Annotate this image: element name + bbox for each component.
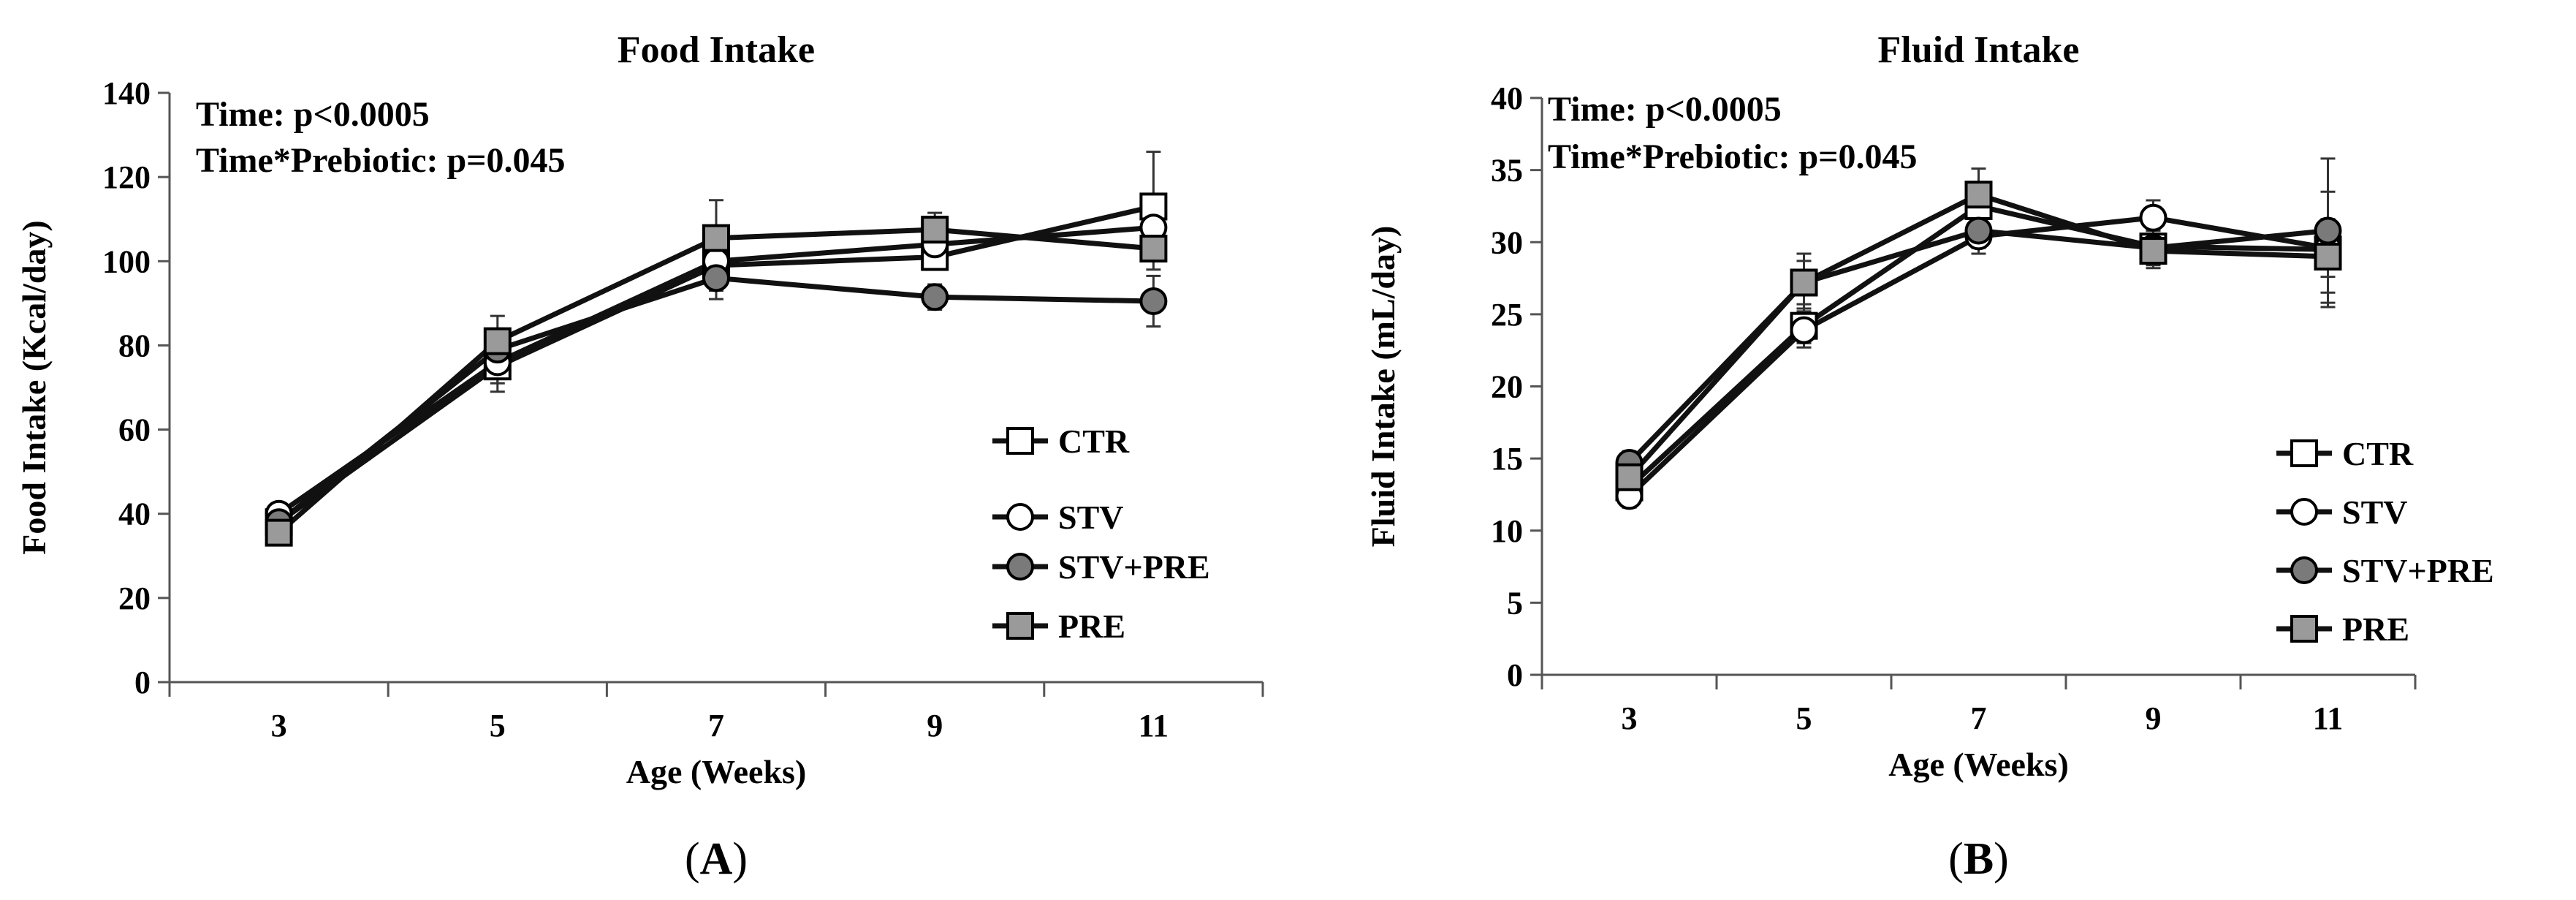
data-point — [921, 283, 949, 311]
y-tick-label: 120 — [102, 159, 151, 195]
x-axis-label: Age (Weeks) — [1888, 746, 2069, 783]
series-line — [277, 275, 1154, 524]
legend-marker — [1006, 553, 1034, 581]
stat-annotation: Time: p<0.0005 — [196, 95, 430, 134]
legend-marker — [1006, 427, 1034, 455]
series-stv-plus-pre — [271, 256, 1161, 532]
y-tick-label: 0 — [1507, 657, 1523, 693]
markers-pre — [1615, 181, 2342, 491]
y-tick-label: 140 — [102, 75, 151, 111]
y-tick-label: 30 — [1491, 224, 1523, 260]
markers-stv-plus-pre — [1615, 216, 2342, 477]
y-tick-label: 35 — [1491, 153, 1523, 189]
legend-label: CTR — [1058, 423, 1130, 460]
data-point — [921, 216, 949, 244]
x-tick-label: 11 — [2313, 700, 2344, 736]
y-tick-label: 40 — [118, 496, 151, 532]
y-axis-label: Food Intake (Kcal/day) — [15, 220, 53, 554]
legend-marker — [1006, 612, 1034, 640]
legend-label: CTR — [2342, 435, 2414, 472]
y-tick-label: 20 — [118, 581, 151, 616]
data-point — [1790, 316, 1818, 344]
x-axis-label: Age (Weeks) — [626, 753, 807, 790]
data-point — [1964, 216, 1993, 245]
panel-label: (B) — [1948, 834, 2009, 884]
x-tick-label: 11 — [1139, 708, 1169, 744]
data-point — [702, 264, 730, 292]
x-tick-label: 9 — [2146, 700, 2162, 736]
data-point — [1615, 463, 1644, 491]
x-tick-label: 3 — [1622, 700, 1638, 736]
x-tick-label: 7 — [1971, 700, 1987, 736]
stat-annotation: Time*Prebiotic: p=0.045 — [1548, 137, 1918, 176]
legend-marker — [2290, 439, 2318, 467]
chart-panel-A: Food Intake 0 20 40 60 80 100 120 140 3 5 7 9 11 Age (… — [15, 29, 1264, 884]
legend-marker — [2290, 615, 2318, 643]
data-point — [1790, 268, 1818, 297]
legend-label: PRE — [1058, 608, 1125, 645]
markers-pre — [265, 216, 1168, 547]
y-tick-label: 15 — [1491, 441, 1523, 477]
y-tick-label: 10 — [1491, 513, 1523, 549]
x-tick-label: 7 — [708, 708, 724, 744]
stat-annotation: Time*Prebiotic: p=0.045 — [196, 141, 566, 180]
x-tick-label: 3 — [271, 708, 287, 744]
markers-stv — [265, 213, 1168, 528]
legend: CTR STV STV+PRE PRE — [2276, 435, 2494, 648]
panel-label: (A) — [685, 834, 748, 884]
data-point — [2139, 237, 2167, 265]
data-point — [1964, 181, 1993, 209]
legend-label: STV — [1058, 499, 1123, 536]
legend-marker — [2290, 556, 2318, 584]
data-point — [2314, 216, 2342, 245]
y-axis-label: Fluid Intake (mL/day) — [1364, 226, 1402, 548]
legend-label: STV+PRE — [1058, 548, 1210, 586]
chart-title: Food Intake — [618, 29, 815, 71]
x-tick-label: 9 — [927, 708, 943, 744]
y-tick-label: 25 — [1491, 297, 1523, 333]
legend-marker — [1006, 503, 1034, 531]
data-point — [1139, 235, 1168, 263]
legend-label: STV+PRE — [2342, 552, 2494, 589]
data-point — [2314, 242, 2342, 271]
y-tick-label: 0 — [134, 665, 151, 700]
data-point — [2139, 203, 2167, 232]
data-point — [702, 224, 730, 252]
data-point — [1139, 287, 1168, 315]
y-tick-label: 5 — [1507, 585, 1523, 621]
legend-label: STV — [2342, 494, 2407, 531]
stat-annotation: Time: p<0.0005 — [1548, 90, 1782, 129]
series-line — [1627, 227, 2328, 465]
y-tick-label: 80 — [118, 328, 151, 363]
legend-marker — [2290, 498, 2318, 526]
y-tick-label: 60 — [118, 412, 151, 448]
x-tick-label: 5 — [490, 708, 506, 744]
y-tick-label: 20 — [1491, 369, 1523, 405]
legend: CTR STV STV+PRE PRE — [992, 423, 1210, 645]
legend-label: PRE — [2342, 610, 2409, 648]
y-tick-label: 40 — [1491, 80, 1523, 116]
chart-title: Fluid Intake — [1878, 29, 2080, 71]
data-point — [483, 327, 512, 355]
markers-stv-plus-pre — [265, 264, 1168, 537]
data-point — [265, 518, 293, 547]
y-tick-label: 100 — [102, 243, 151, 279]
x-tick-label: 5 — [1796, 700, 1812, 736]
